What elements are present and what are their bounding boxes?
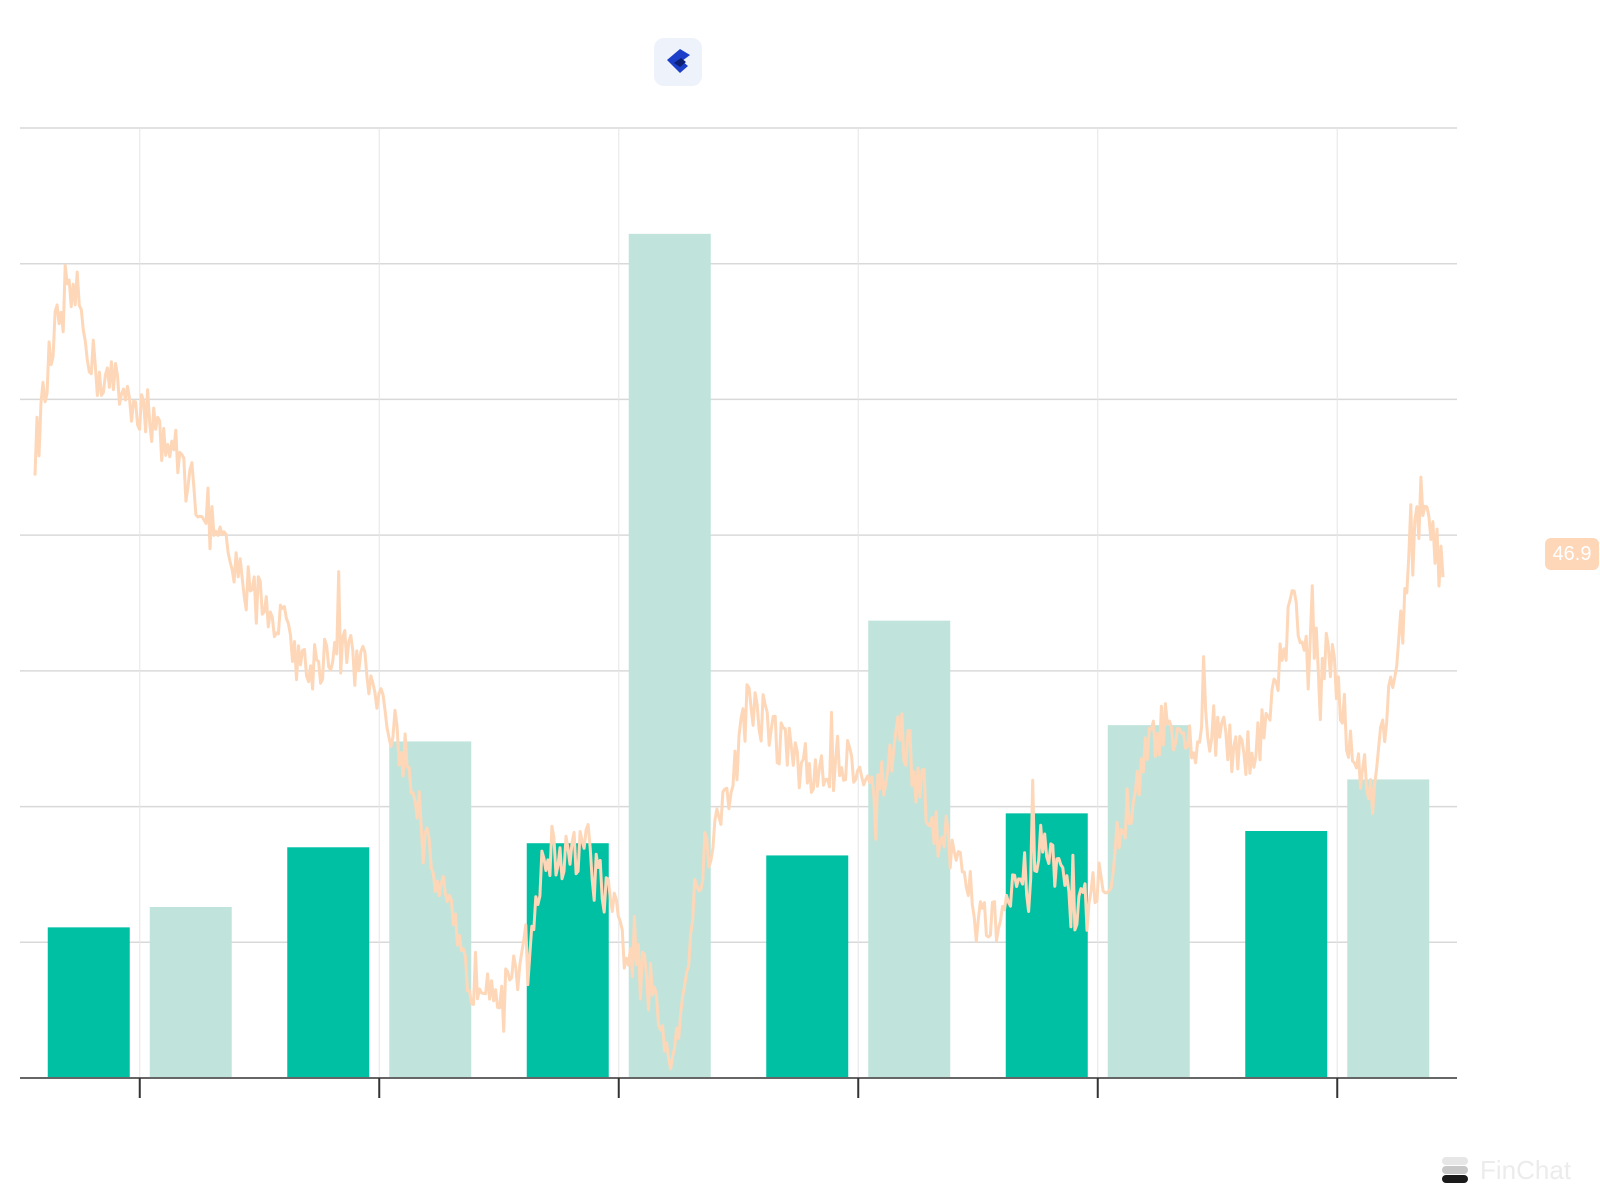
- bars-layer: [47, 233, 1430, 1078]
- x-axis: [20, 1077, 1457, 1098]
- bar-series1-group2: [287, 847, 370, 1078]
- last-price-badge: 46.9: [1545, 538, 1599, 570]
- watermark-label: FinChat: [1480, 1154, 1572, 1185]
- company-logo-glyph: [667, 49, 690, 73]
- watermark: FinChat: [1440, 1152, 1571, 1188]
- bar-series2-group6: [1347, 779, 1430, 1078]
- bar-series1-group1: [47, 927, 130, 1078]
- bar-series1-group6: [1245, 831, 1328, 1078]
- bar-series2-group1: [149, 907, 232, 1078]
- finchat-logo-icon: [1440, 1155, 1470, 1185]
- bar-series2-group3: [628, 233, 711, 1078]
- line-layer: [33, 263, 1445, 1071]
- company-logo-icon: [654, 38, 702, 86]
- bar-series2-group2: [389, 741, 472, 1078]
- price-line: [33, 263, 1445, 1071]
- bar-series2-group5: [1107, 725, 1190, 1078]
- bar-series1-group4: [766, 855, 849, 1078]
- grid-lines: [20, 127, 1457, 1078]
